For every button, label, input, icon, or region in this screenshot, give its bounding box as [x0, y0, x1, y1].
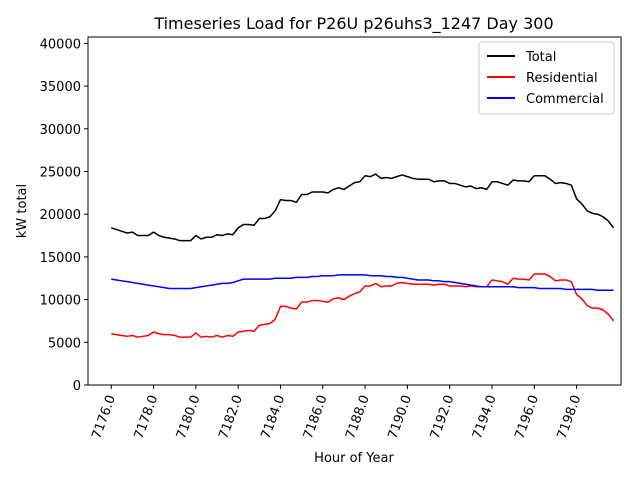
series-line-commercial	[111, 274, 614, 291]
legend-label-total: Total	[525, 50, 556, 65]
y-tick-label: 0	[73, 379, 81, 394]
y-tick-label: 20000	[40, 208, 81, 223]
y-tick-label: 40000	[40, 37, 81, 52]
y-tick-label: 5000	[48, 336, 81, 351]
plot-area	[111, 173, 615, 338]
legend-label-residential: Residential	[526, 71, 598, 86]
y-tick-label: 25000	[40, 166, 81, 181]
series-line-residential	[111, 273, 615, 338]
axes-frame	[87, 36, 622, 386]
legend-label-commercial: Commercial	[526, 92, 604, 107]
y-tick-label: 15000	[40, 251, 81, 266]
y-tick-label: 10000	[40, 294, 81, 309]
legend: Total Residential Commercial	[478, 41, 615, 115]
y-axis-label: kW total	[15, 184, 30, 238]
x-axis-label: Hour of Year	[314, 451, 394, 466]
legend-box	[478, 41, 615, 115]
y-tick-label: 30000	[40, 123, 81, 138]
y-tick-label: 35000	[40, 80, 81, 95]
series-line-total	[111, 173, 615, 242]
y-axis: 0 5000 10000 15000 20000 25000 30000 35000 40000	[40, 37, 88, 394]
chart-title: Timeseries Load for P26U p26uhs3_1247 Da…	[153, 14, 553, 34]
